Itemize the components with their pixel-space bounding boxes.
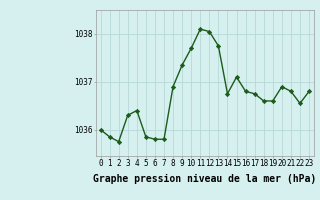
X-axis label: Graphe pression niveau de la mer (hPa): Graphe pression niveau de la mer (hPa): [93, 174, 316, 184]
